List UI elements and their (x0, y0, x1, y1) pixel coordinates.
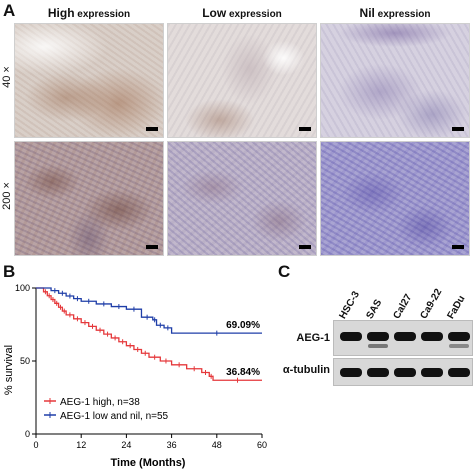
band (394, 368, 416, 377)
blot-label-aeg1: AEG-1 (296, 332, 330, 344)
band (394, 332, 416, 341)
micrograph-low-40x (167, 23, 317, 138)
panel-b-letter: B (3, 262, 16, 281)
lane-label-sas: SAS (364, 297, 385, 321)
micrograph-high-200x (14, 141, 164, 256)
band-faint (368, 344, 388, 348)
blot-label-tubulin: α-tubulin (282, 364, 330, 376)
chart-end-labels: 36.84% 69.09% (226, 320, 260, 378)
column-header-main: High (47, 6, 75, 20)
western-blot-tubulin (333, 358, 473, 386)
legend-label-0: AEG-1 high, n=38 (60, 397, 140, 408)
column-header-suffix: expression (374, 9, 431, 20)
row-label-40x: 40 × (1, 66, 13, 88)
x-tick-label: 48 (212, 440, 222, 450)
band (448, 332, 470, 341)
column-header-suffix: expression (226, 9, 282, 20)
lane-label-fadu: FaDu (445, 293, 468, 321)
x-tick-label: 12 (76, 440, 86, 450)
micrograph-nil-200x (320, 141, 470, 256)
western-blot-aeg1 (333, 320, 473, 356)
band (340, 368, 362, 377)
scale-bar (299, 245, 311, 249)
panel-c-letter: C (278, 262, 291, 281)
y-tick-label: 0 (25, 429, 30, 439)
band (340, 332, 362, 341)
band (448, 368, 470, 377)
chart-ticks: 0 12 24 36 48 60 0 50 100 (15, 283, 267, 450)
column-header-low: Low expression (167, 6, 317, 22)
micrograph-low-200x (167, 141, 317, 256)
column-header-suffix: expression (74, 9, 131, 20)
x-tick-label: 60 (257, 440, 267, 450)
scale-bar (146, 245, 158, 249)
band (421, 368, 443, 377)
band (421, 332, 443, 341)
column-header-high: High expression (14, 6, 164, 22)
y-tick-label: 100 (15, 283, 30, 293)
band (367, 368, 389, 377)
micrograph-nil-40x (320, 23, 470, 138)
micrograph-high-40x (14, 23, 164, 138)
chart-legend: AEG-1 high, n=38 AEG-1 low and nil, n=55 (44, 397, 169, 422)
x-tick-label: 24 (121, 440, 131, 450)
x-tick-label: 36 (167, 440, 177, 450)
lane-label-cal27: Cal27 (391, 292, 415, 321)
column-header-main: Nil (359, 6, 375, 20)
scale-bar (299, 127, 311, 131)
end-label-series-1: 69.09% (226, 320, 260, 331)
column-header-main: Low (202, 6, 227, 20)
y-tick-label: 50 (20, 356, 30, 366)
scale-bar (146, 127, 158, 131)
chart-curves (36, 287, 262, 383)
row-label-200x: 200 × (1, 182, 13, 210)
x-axis-label: Time (Months) (111, 457, 186, 469)
band-faint (449, 344, 469, 348)
end-label-series-0: 36.84% (226, 367, 260, 378)
band (367, 332, 389, 341)
lane-label-hsc3: HSC-3 (337, 289, 363, 321)
legend-label-1: AEG-1 low and nil, n=55 (60, 411, 169, 422)
y-axis-label: % survival (3, 345, 15, 395)
x-tick-label: 0 (33, 440, 38, 450)
survival-chart: % survival 0 12 24 36 48 60 0 50 100 36.84% 69.09… (3, 283, 267, 469)
panel-a-letter: A (3, 1, 16, 20)
column-header-nil: Nil expression (320, 6, 470, 22)
scale-bar (452, 127, 464, 131)
lane-label-ca922: Ca9-22 (418, 287, 445, 321)
scale-bar (452, 245, 464, 249)
